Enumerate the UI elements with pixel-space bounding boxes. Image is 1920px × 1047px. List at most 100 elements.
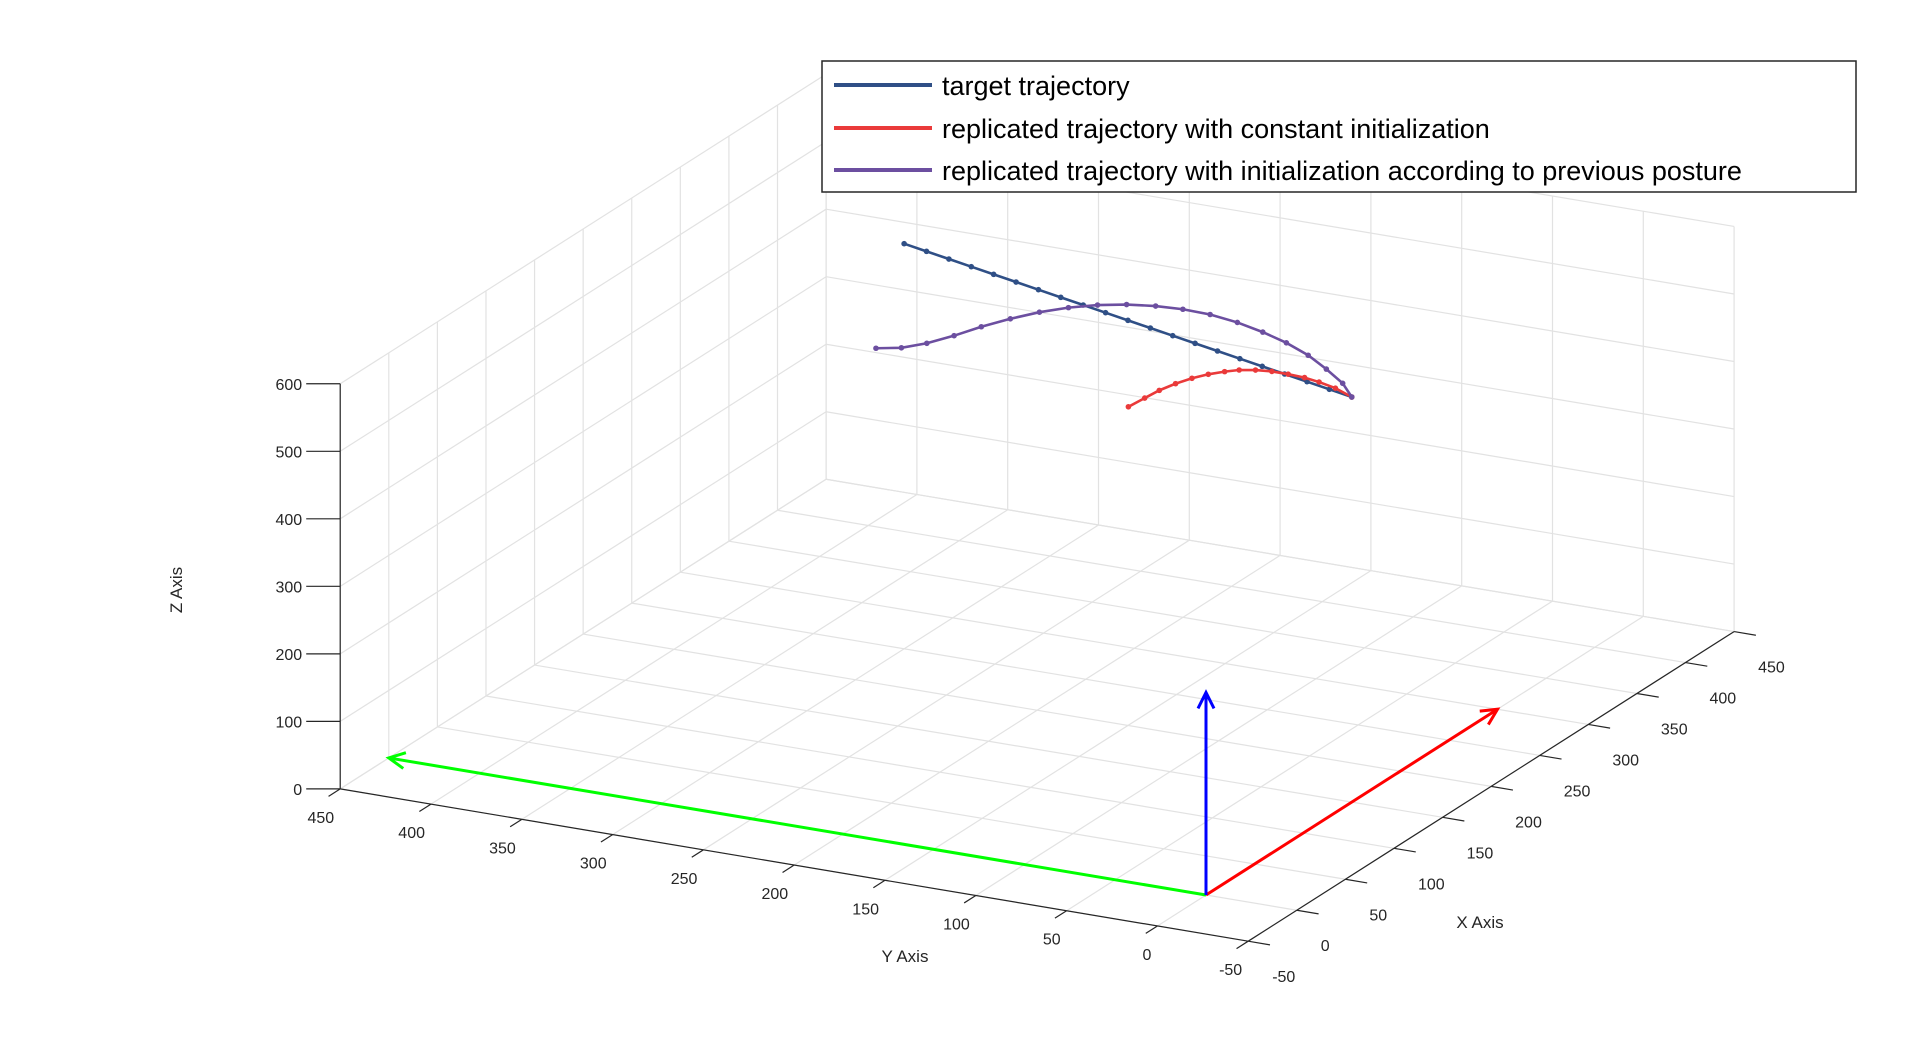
y-axis-arrow-shaft — [388, 756, 1207, 897]
y-tick-label: -50 — [1219, 962, 1242, 979]
x-tick-label: 400 — [1710, 691, 1737, 708]
x-tick-mark — [1733, 630, 1756, 636]
x-axis-arrow-shaft — [1205, 707, 1499, 897]
y-tick-mark — [782, 864, 795, 873]
series-point — [1169, 332, 1176, 339]
y-tick-mark — [963, 894, 977, 904]
floor-grid-line-y — [1066, 600, 1553, 912]
back-wall-grid-line-z — [825, 411, 1735, 565]
series-point — [1065, 304, 1072, 311]
z-axis-label: Z Axis — [167, 567, 186, 613]
series-1 — [1125, 367, 1355, 410]
series-point — [923, 248, 930, 255]
series-point — [1339, 380, 1346, 387]
back-wall-grid-line-z — [825, 343, 1735, 498]
y-tick-mark — [328, 788, 341, 797]
trajectory-series — [873, 240, 1355, 410]
series-point — [1192, 340, 1198, 347]
x-tick-label: 0 — [1321, 938, 1330, 955]
series-point — [1102, 309, 1109, 316]
z-tick-label: 600 — [276, 377, 303, 394]
y-tick-label: 300 — [580, 856, 607, 873]
series-point — [1269, 368, 1275, 375]
y-tick-mark — [1145, 925, 1158, 934]
series-point — [1123, 301, 1130, 308]
legend: target trajectory replicated trajectory … — [821, 60, 1857, 193]
legend-label-constant-init: replicated trajectory with constant init… — [942, 114, 1490, 144]
y-tick-mark — [509, 818, 523, 828]
series-point — [1316, 379, 1322, 385]
back-wall-grid-line-z — [825, 208, 1735, 363]
series-point — [1094, 302, 1101, 308]
y-tick-mark — [419, 803, 432, 813]
series-point — [1285, 371, 1292, 377]
x-tick-label: 450 — [1758, 660, 1785, 677]
series-point — [968, 263, 975, 270]
x-tick-mark — [1393, 847, 1416, 853]
series-point — [990, 271, 997, 278]
z-tick-label: 0 — [293, 782, 302, 799]
z-tick-label: 500 — [276, 444, 303, 461]
y-axis-line — [340, 788, 1249, 942]
series-point — [946, 256, 952, 262]
series-point — [898, 344, 905, 351]
side-wall-grid-line-z — [339, 411, 827, 722]
x-tick-label: 100 — [1418, 876, 1445, 893]
series-point — [1013, 279, 1019, 285]
y-tick-label: 150 — [852, 901, 879, 918]
series-point — [1237, 355, 1243, 362]
y-tick-label: 100 — [943, 917, 970, 934]
series-point — [1147, 325, 1154, 331]
axis-lines — [306, 383, 1756, 950]
side-wall-grid-line-z — [339, 73, 827, 385]
series-point — [1234, 319, 1241, 326]
z-tick-label: 400 — [276, 512, 303, 529]
series-point — [1007, 315, 1014, 322]
y-tick-mark — [1236, 940, 1249, 950]
series-point — [1172, 380, 1179, 387]
floor-grid-line-y — [975, 585, 1463, 897]
series-point — [873, 345, 879, 352]
series-point — [1152, 303, 1159, 309]
series-point — [1259, 363, 1266, 370]
y-tick-label: 200 — [762, 886, 789, 903]
series-line — [1127, 368, 1353, 408]
series-point — [1326, 386, 1333, 393]
x-tick-mark — [1588, 723, 1611, 729]
y-axis-arrow-head — [385, 751, 407, 770]
x-tick-label: 300 — [1612, 752, 1639, 769]
x-axis-arrow-head — [1479, 707, 1501, 726]
x-tick-mark — [1345, 878, 1368, 884]
z-tick-label: 100 — [276, 714, 303, 731]
back-wall-grid-line-z — [825, 276, 1735, 430]
series-point — [1205, 371, 1212, 378]
x-tick-label: 200 — [1515, 814, 1542, 831]
series-point — [1305, 352, 1311, 359]
tick-labels: -50 0 50 100 150 200 250 300 350 400 450 -50 0 50 100 1… — [276, 377, 1785, 986]
series-point — [1180, 306, 1186, 313]
z-tick-label: 300 — [276, 579, 303, 596]
x-tick-label: -50 — [1272, 969, 1295, 986]
y-axis-label: Y Axis — [882, 947, 929, 966]
x-tick-mark — [1539, 754, 1562, 760]
series-point — [1348, 394, 1355, 400]
series-point — [1141, 395, 1148, 401]
side-wall-grid-line-z — [339, 141, 827, 452]
series-point — [1036, 309, 1043, 315]
legend-box — [821, 60, 1857, 193]
y-tick-label: 0 — [1143, 947, 1152, 964]
series-point — [1035, 286, 1042, 293]
y-tick-label: 350 — [489, 840, 516, 857]
x-tick-mark — [1491, 785, 1514, 791]
series-point — [1304, 378, 1310, 385]
series-point — [978, 323, 985, 330]
series-point — [1207, 311, 1213, 318]
floor-grid-line-y — [793, 554, 1281, 866]
side-wall-grid-line-z — [339, 208, 827, 520]
y-tick-label: 250 — [671, 871, 698, 888]
x-tick-label: 50 — [1369, 907, 1387, 924]
series-point — [951, 332, 957, 339]
x-tick-label: 150 — [1467, 845, 1494, 862]
legend-label-target: target trajectory — [942, 71, 1130, 101]
